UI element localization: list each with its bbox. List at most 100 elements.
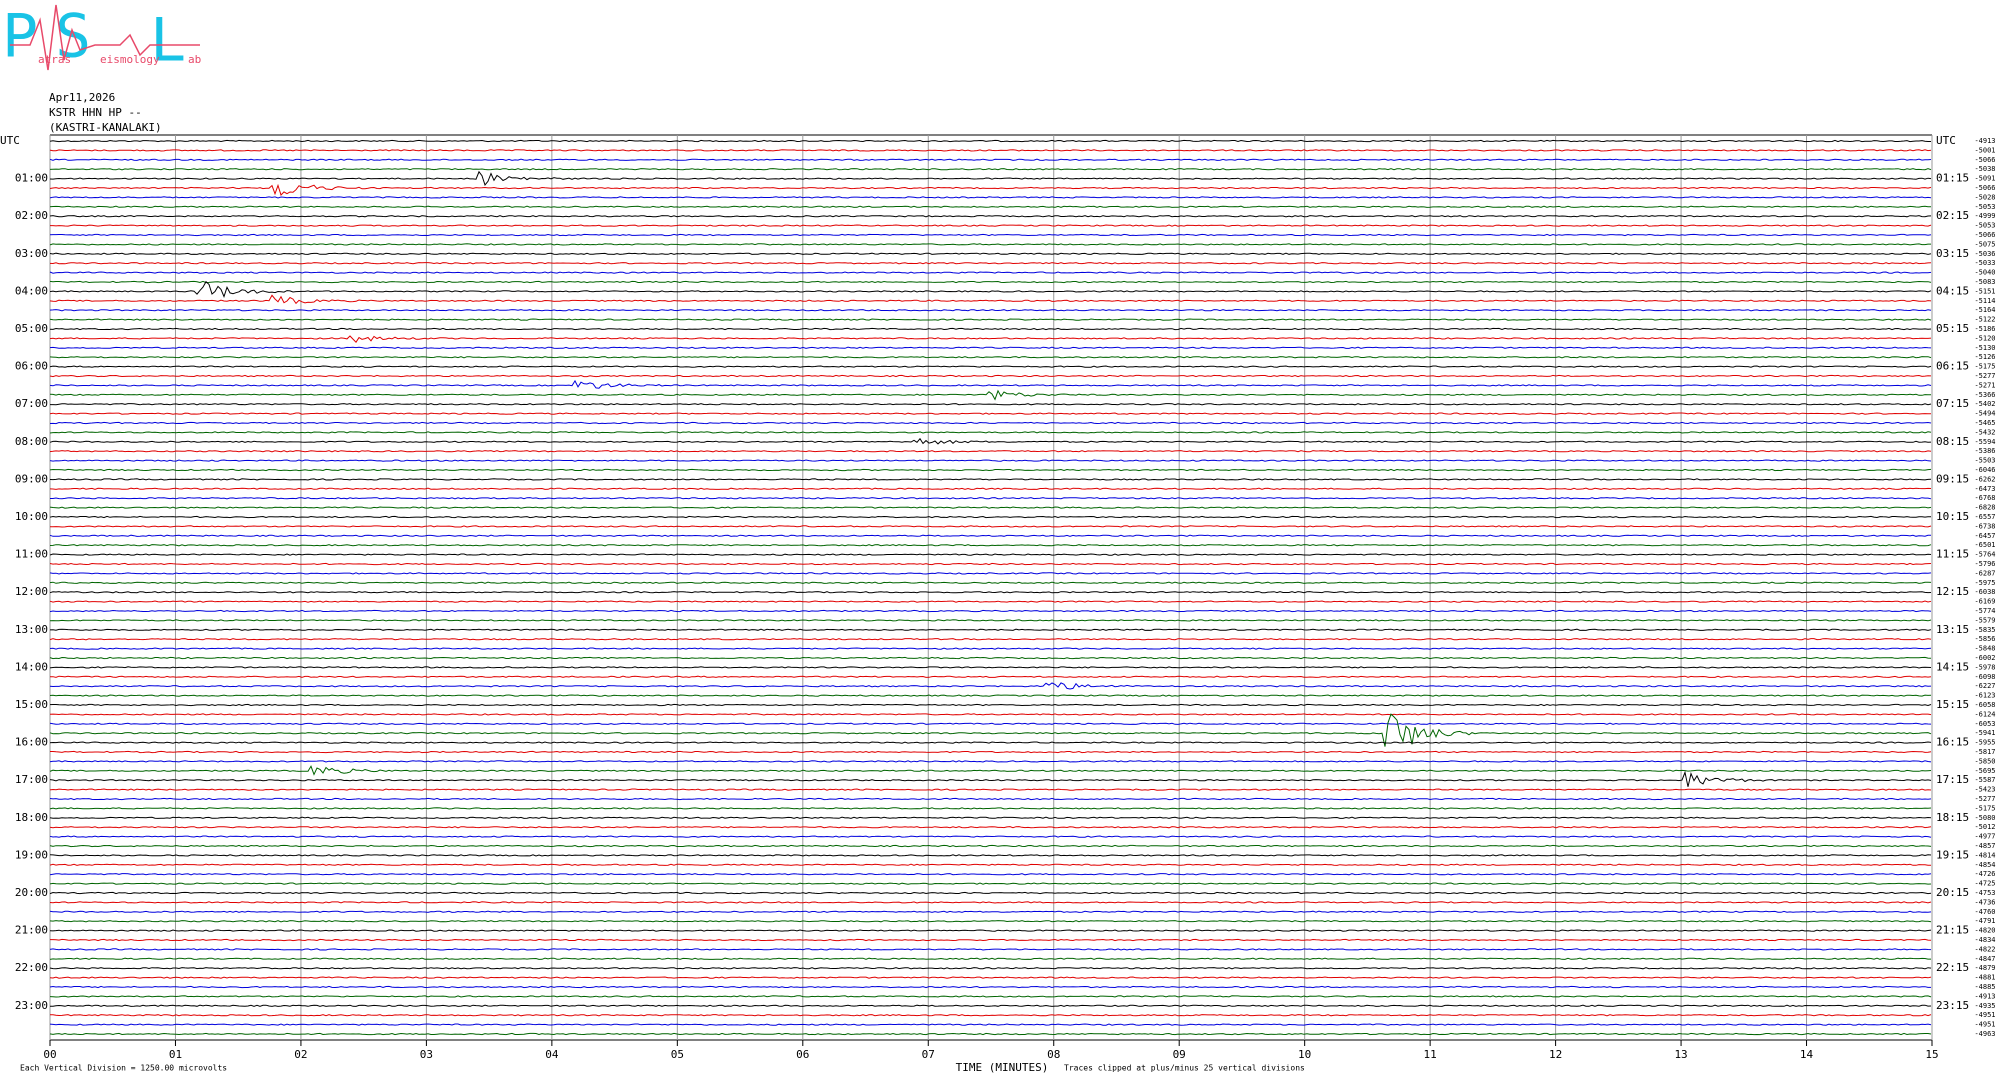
trace-offset: -5817 bbox=[1974, 748, 1995, 756]
trace-offset: -5271 bbox=[1974, 381, 1995, 389]
seismic-trace bbox=[49, 562, 1932, 566]
seismic-trace bbox=[49, 713, 1932, 716]
seismic-trace bbox=[49, 534, 1932, 537]
trace-offset: -6053 bbox=[1974, 720, 1995, 728]
trace-offset: -5175 bbox=[1974, 804, 1995, 812]
x-tick-label: 15 bbox=[1925, 1048, 1938, 1061]
hour-label-left: 07:00 bbox=[15, 397, 48, 410]
trace-offset: -5975 bbox=[1974, 579, 1995, 587]
trace-offset: -5075 bbox=[1974, 240, 1995, 248]
seismic-trace bbox=[50, 1004, 1932, 1007]
seismic-trace bbox=[49, 882, 1932, 885]
trace-offset: -5856 bbox=[1974, 635, 1995, 643]
trace-offset: -5503 bbox=[1974, 457, 1995, 465]
seismic-trace bbox=[49, 327, 1932, 331]
trace-offset: -5695 bbox=[1974, 767, 1995, 775]
seismic-trace bbox=[49, 967, 1932, 970]
trace-offset: -5835 bbox=[1974, 626, 1995, 634]
header-station: KSTR HHN HP -- bbox=[49, 106, 142, 119]
seismic-trace bbox=[49, 722, 1932, 725]
hour-label-right: 10:15 bbox=[1936, 510, 1969, 523]
hour-label-left: UTC bbox=[0, 134, 20, 147]
logo-word: eismology bbox=[100, 53, 160, 66]
trace-offset: -6828 bbox=[1974, 504, 1995, 512]
trace-offset: -4913 bbox=[1974, 137, 1995, 145]
logo-word: atras bbox=[38, 53, 71, 66]
trace-offset: -5036 bbox=[1974, 250, 1995, 258]
seismic-trace bbox=[49, 365, 1932, 368]
seismic-trace bbox=[49, 920, 1932, 923]
trace-offset: -5277 bbox=[1974, 372, 1995, 380]
seismic-trace bbox=[49, 515, 1932, 519]
trace-offset: -5941 bbox=[1974, 729, 1995, 737]
hour-label-right: 20:15 bbox=[1936, 886, 1969, 899]
seismic-trace bbox=[49, 271, 1932, 274]
trace-offset: -5594 bbox=[1974, 438, 1995, 446]
seismic-trace bbox=[49, 215, 1932, 218]
seismic-trace bbox=[50, 750, 1932, 754]
trace-offset: -5848 bbox=[1974, 645, 1995, 653]
x-tick-label: 14 bbox=[1800, 1048, 1814, 1061]
trace-offset: -5494 bbox=[1974, 410, 1995, 418]
x-tick-label: 07 bbox=[922, 1048, 935, 1061]
hour-label-right: 04:15 bbox=[1936, 284, 1969, 297]
hour-label-left: 02:00 bbox=[15, 209, 48, 222]
trace-offset: -4881 bbox=[1974, 974, 1995, 982]
seismic-trace bbox=[49, 666, 1932, 669]
trace-offset: -4834 bbox=[1974, 936, 1995, 944]
footer-clip: Traces clipped at plus/minus 25 vertical… bbox=[1064, 1064, 1305, 1073]
seismic-trace bbox=[49, 816, 1932, 819]
seismic-trace bbox=[49, 374, 1932, 378]
trace-offset: -5164 bbox=[1974, 306, 1995, 314]
trace-offset: -5080 bbox=[1974, 814, 1995, 822]
trace-offset: -5066 bbox=[1974, 156, 1995, 164]
hour-label-left: 09:00 bbox=[15, 472, 48, 485]
trace-offset: -5402 bbox=[1974, 400, 1995, 408]
hour-label-right: 09:15 bbox=[1936, 472, 1969, 485]
trace-offset: -6058 bbox=[1974, 701, 1995, 709]
hour-label-left: 19:00 bbox=[15, 848, 48, 861]
hour-label-left: 18:00 bbox=[15, 811, 48, 824]
seismic-trace bbox=[49, 1014, 1932, 1017]
seismic-trace bbox=[49, 506, 1932, 509]
hour-label-left: 14:00 bbox=[15, 660, 48, 673]
trace-offset: -5028 bbox=[1974, 193, 1995, 201]
hour-label-left: 15:00 bbox=[15, 698, 48, 711]
seismic-trace bbox=[49, 1032, 1932, 1036]
seismic-trace bbox=[49, 995, 1932, 998]
seismic-trace bbox=[49, 139, 1931, 143]
seismic-trace bbox=[49, 929, 1932, 932]
logo-wave bbox=[10, 4, 200, 71]
x-tick-label: 06 bbox=[796, 1048, 809, 1061]
hour-label-left: 11:00 bbox=[15, 548, 48, 561]
seismic-trace bbox=[49, 487, 1932, 490]
seismic-trace bbox=[49, 581, 1932, 584]
trace-offset: -5091 bbox=[1974, 175, 1995, 183]
hour-label-left: 23:00 bbox=[15, 999, 48, 1012]
trace-offset: -4951 bbox=[1974, 1021, 1995, 1029]
seismic-trace bbox=[49, 544, 1932, 547]
trace-offset: -5066 bbox=[1974, 184, 1995, 192]
hour-label-left: 08:00 bbox=[15, 435, 48, 448]
seismic-trace bbox=[49, 1023, 1932, 1026]
seismic-trace bbox=[49, 437, 1932, 445]
seismic-trace bbox=[49, 807, 1932, 810]
trace-offset: -5012 bbox=[1974, 823, 1995, 831]
trace-offset: -4999 bbox=[1974, 212, 1995, 220]
trace-offset: -5040 bbox=[1974, 269, 1995, 277]
trace-offset: -4935 bbox=[1974, 1002, 1995, 1010]
trace-offset: -5955 bbox=[1974, 739, 1995, 747]
seismic-trace bbox=[49, 835, 1932, 838]
trace-offset: -5850 bbox=[1974, 757, 1995, 765]
hour-label-right: 08:15 bbox=[1936, 435, 1969, 448]
seismic-trace bbox=[49, 891, 1932, 895]
trace-offset: -4857 bbox=[1974, 842, 1995, 850]
footer-scale: Each Vertical Division = 1250.00 microvo… bbox=[20, 1064, 227, 1073]
x-tick-label: 11 bbox=[1424, 1048, 1437, 1061]
hour-label-right: 06:15 bbox=[1936, 360, 1969, 373]
seismic-trace bbox=[49, 346, 1932, 349]
hour-label-left: 16:00 bbox=[15, 736, 48, 749]
trace-offset: -4814 bbox=[1974, 851, 1995, 859]
trace-offset: -4726 bbox=[1974, 870, 1995, 878]
seismic-trace bbox=[49, 280, 1932, 299]
